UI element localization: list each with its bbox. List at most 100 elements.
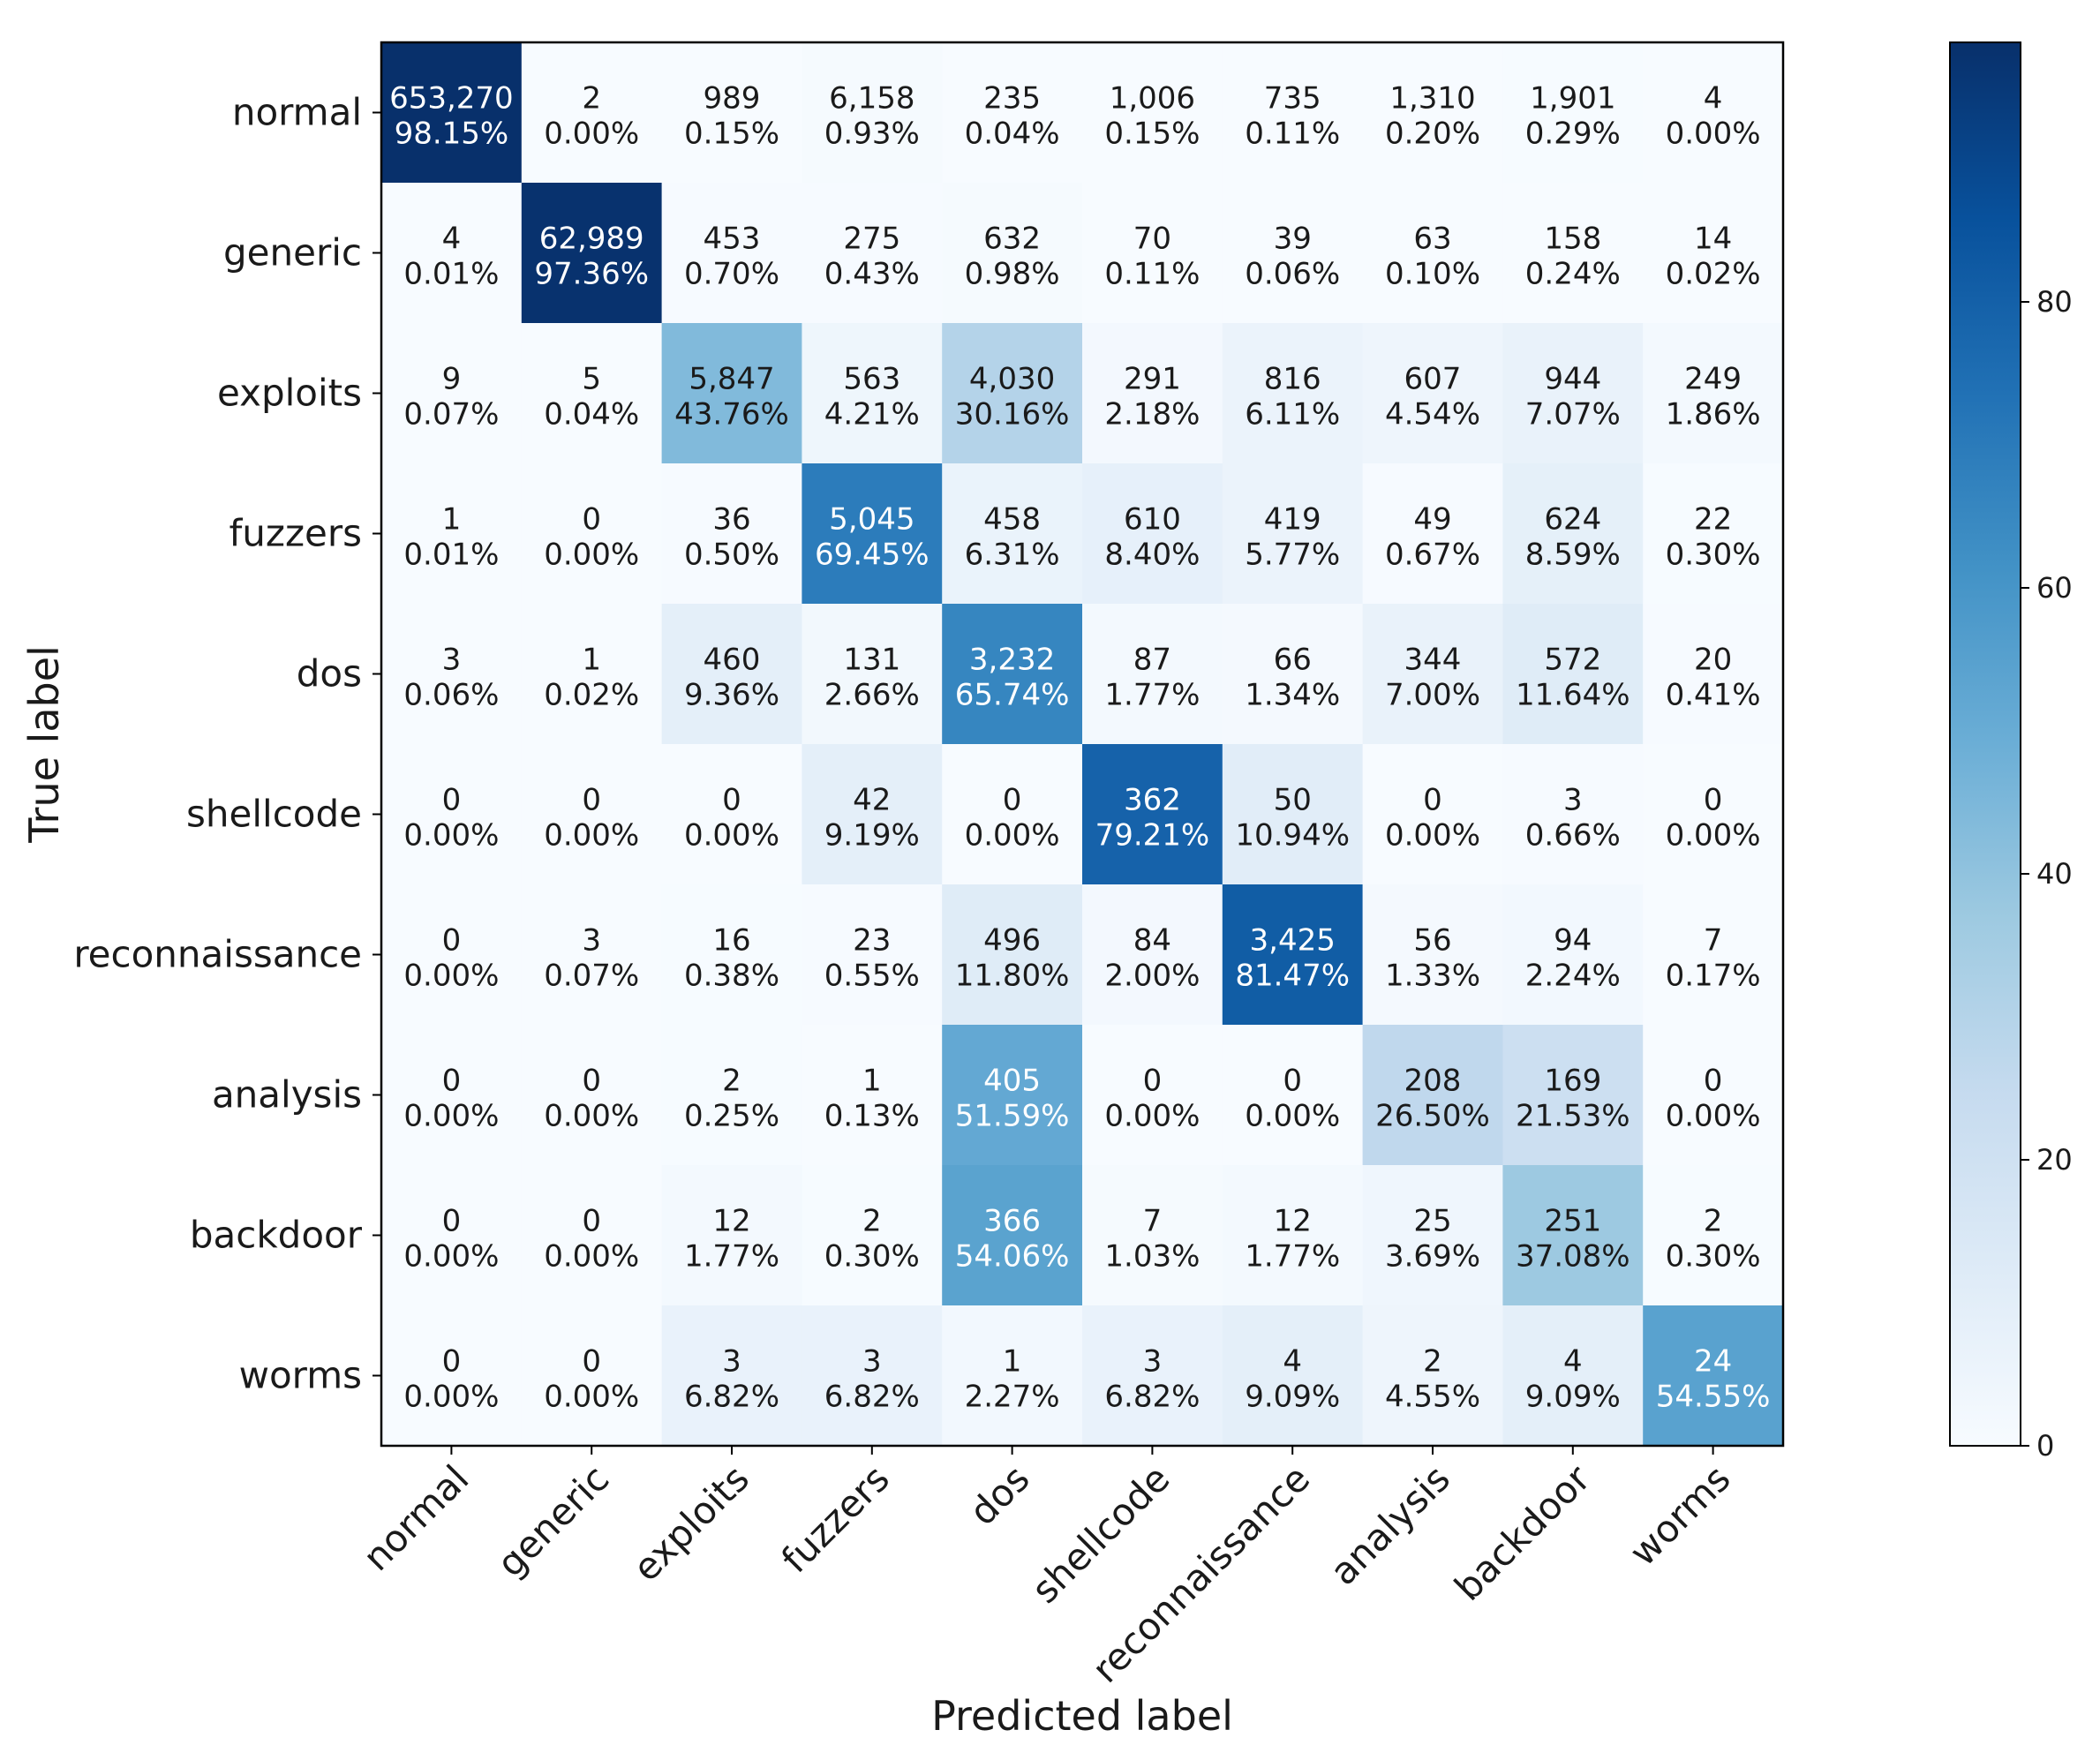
cell-count-label: 1 [442,502,462,538]
cell-count-label: 989 [704,81,761,117]
heatmap-cell-2-8 [1502,323,1644,464]
cell-count-label: 366 [983,1204,1041,1239]
heatmap-cell-9-6 [1222,1305,1364,1447]
cell-count-label: 607 [1404,362,1462,397]
cell-percent-label: 2.24% [1525,959,1621,994]
heatmap-cell-1-0 [381,183,523,324]
cell-count-label: 6,158 [829,81,915,117]
heatmap-cell-7-8 [1502,1025,1644,1166]
cell-count-label: 14 [1694,222,1732,257]
x-tick-label-shellcode: shellcode [1023,1456,1178,1611]
heatmap-cell-6-2 [661,884,802,1026]
cell-count-label: 0 [582,783,601,818]
cell-count-label: 1 [862,1064,882,1099]
x-tick-label-exploits: exploits [624,1456,757,1590]
cell-percent-label: 0.02% [544,678,639,713]
cell-percent-label: 0.93% [824,117,920,152]
heatmap-cell-1-3 [802,183,943,324]
cell-percent-label: 1.77% [1245,1239,1340,1275]
cell-count-label: 1,006 [1110,81,1195,117]
heatmap-cell-0-6 [1222,42,1364,184]
heatmap-cell-5-9 [1643,744,1784,885]
cell-count-label: 1,901 [1530,81,1615,117]
cell-count-label: 63 [1413,222,1451,257]
cell-percent-label: 0.13% [824,1099,920,1134]
cell-percent-label: 0.70% [684,257,779,292]
cell-count-label: 23 [853,923,891,959]
heatmap-cell-8-0 [381,1165,523,1306]
heatmap-cell-8-3 [802,1165,943,1306]
cell-count-label: 0 [1423,783,1442,818]
heatmap-cell-0-9 [1643,42,1784,184]
cell-percent-label: 7.00% [1385,678,1480,713]
cell-percent-label: 0.01% [403,538,499,573]
cell-percent-label: 0.04% [965,117,1060,152]
cell-count-label: 4,030 [969,362,1055,397]
heatmap-cell-9-2 [661,1305,802,1447]
cell-count-label: 735 [1264,81,1321,117]
cell-count-label: 70 [1133,222,1171,257]
cell-count-label: 563 [843,362,900,397]
heatmap-cell-1-4 [942,183,1083,324]
cell-percent-label: 0.20% [1385,117,1480,152]
cell-percent-label: 9.09% [1525,1380,1621,1415]
cell-percent-label: 4.55% [1385,1380,1480,1415]
cell-percent-label: 8.40% [1104,538,1200,573]
cell-count-label: 572 [1544,643,1601,678]
cell-percent-label: 2.66% [824,678,920,713]
heatmap-cell-9-9 [1643,1305,1784,1447]
cell-percent-label: 0.06% [1245,257,1340,292]
cell-percent-label: 0.41% [1666,678,1761,713]
heatmap-cell-8-5 [1082,1165,1223,1306]
cell-percent-label: 2.18% [1104,397,1200,432]
cell-percent-label: 5.77% [1245,538,1340,573]
heatmap-cell-0-3 [802,42,943,184]
heatmap-cell-6-5 [1082,884,1223,1026]
cell-count-label: 3 [1143,1344,1163,1380]
cell-count-label: 3 [442,643,462,678]
heatmap-cell-7-3 [802,1025,943,1166]
heatmap-cell-1-7 [1362,183,1503,324]
heatmap-cell-2-9 [1643,323,1784,464]
cell-percent-label: 0.10% [1385,257,1480,292]
cell-count-label: 2 [1423,1344,1442,1380]
heatmap-cell-6-6 [1222,884,1364,1026]
cell-count-label: 42 [853,783,891,818]
colorbar-ticks: 0 20 40 60 80 [2021,285,2073,1463]
heatmap-cell-2-7 [1362,323,1503,464]
heatmap-cell-0-1 [521,42,663,184]
heatmap-cell-0-8 [1502,42,1644,184]
heatmap-cell-0-5 [1082,42,1223,184]
cell-count-label: 3,232 [969,643,1055,678]
cell-count-label: 0 [1143,1064,1163,1099]
cell-count-label: 20 [1694,643,1732,678]
cell-count-label: 49 [1413,502,1451,538]
cell-count-label: 1,310 [1389,81,1475,117]
cell-percent-label: 10.94% [1235,818,1350,854]
cell-count-label: 653,270 [389,81,514,117]
heatmap-cell-4-8 [1502,604,1644,745]
heatmap-cell-6-8 [1502,884,1644,1026]
heatmap-cell-1-1 [521,183,663,324]
cell-count-label: 251 [1544,1204,1601,1239]
cell-percent-label: 1.77% [684,1239,779,1275]
cell-percent-label: 0.00% [1245,1099,1340,1134]
heatmap-cell-6-1 [521,884,663,1026]
cell-count-label: 1 [582,643,601,678]
cell-percent-label: 0.43% [824,257,920,292]
cell-percent-label: 0.00% [1385,818,1480,854]
cell-percent-label: 0.15% [684,117,779,152]
cell-count-label: 0 [1704,1064,1723,1099]
cell-percent-label: 37.08% [1516,1239,1630,1275]
cell-count-label: 0 [442,783,462,818]
heatmap-cell-5-7 [1362,744,1503,885]
heatmap-cell-4-5 [1082,604,1223,745]
cell-count-label: 84 [1133,923,1171,959]
cell-count-label: 3 [722,1344,741,1380]
heatmap-cell-5-3 [802,744,943,885]
y-tick-label-analysis: analysis [212,1073,362,1117]
cell-percent-label: 54.55% [1656,1380,1771,1415]
cell-count-label: 50 [1274,783,1312,818]
colorbar-tick-label: 20 [2036,1143,2073,1177]
heatmap-cell-5-0 [381,744,523,885]
